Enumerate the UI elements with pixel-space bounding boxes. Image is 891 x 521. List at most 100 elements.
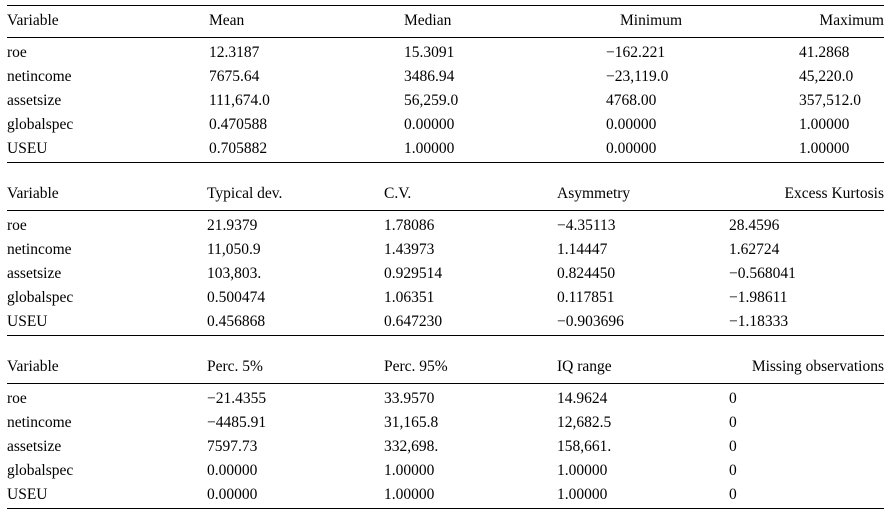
- table-row: netincome 11,050.9 1.43973 1.14447 1.627…: [7, 238, 884, 262]
- column-header: Mean: [209, 5, 404, 38]
- cell-value: 0.117851: [557, 289, 615, 306]
- row-label: USEU: [7, 310, 207, 336]
- cell-value: −1.98611: [729, 289, 788, 306]
- cell-value: 0: [729, 462, 737, 479]
- cell-value: 12.3187: [209, 44, 260, 61]
- cell-value: 7597.73: [207, 438, 258, 455]
- column-header: C.V.: [384, 179, 557, 211]
- cell-value: 111,674.0: [209, 92, 270, 109]
- row-label: assetsize: [7, 265, 62, 282]
- row-label: assetsize: [7, 92, 62, 109]
- cell-value: 12,682.5: [557, 414, 612, 431]
- table-row: roe 12.3187 15.3091 −162.221 41.2868: [7, 38, 884, 66]
- table-row: globalspec 0.500474 1.06351 0.117851 −1.…: [7, 286, 884, 310]
- header-row: Variable Perc. 5% Perc. 95% IQ range Mis…: [7, 352, 884, 384]
- cell-value: 1.00000: [557, 483, 729, 509]
- column-header: Minimum: [606, 5, 799, 38]
- column-header: Missing observations: [729, 352, 884, 384]
- header-row: Variable Mean Median Minimum Maximum: [7, 5, 884, 38]
- row-label: globalspec: [7, 116, 74, 133]
- row-label: globalspec: [7, 462, 74, 479]
- cell-value: 0.00000: [606, 116, 657, 133]
- table-row: roe −21.4355 33.9570 14.9624 0: [7, 384, 884, 412]
- cell-value: 0: [729, 438, 737, 455]
- summary-table-percentiles: Variable Perc. 5% Perc. 95% IQ range Mis…: [7, 352, 884, 509]
- header-row: Variable Typical dev. C.V. Asymmetry Exc…: [7, 179, 884, 211]
- cell-value: 0.500474: [207, 289, 266, 306]
- cell-value: 1.78086: [384, 217, 435, 234]
- cell-value: 3486.94: [404, 68, 455, 85]
- cell-value: 1.00000: [384, 462, 435, 479]
- cell-value: −21.4355: [207, 390, 267, 407]
- table-row: globalspec 0.470588 0.00000 0.00000 1.00…: [7, 113, 884, 137]
- summary-table-dispersion: Variable Typical dev. C.V. Asymmetry Exc…: [7, 179, 884, 336]
- cell-value: 1.00000: [799, 137, 884, 163]
- table-row: USEU 0.00000 1.00000 1.00000 0: [7, 483, 884, 509]
- column-header: Maximum: [799, 5, 884, 38]
- cell-value: 1.00000: [384, 483, 557, 509]
- column-header: Variable: [7, 179, 207, 211]
- cell-value: 357,512.0: [799, 92, 861, 109]
- table-row: assetsize 111,674.0 56,259.0 4768.00 357…: [7, 89, 884, 113]
- table-row: USEU 0.456868 0.647230 −0.903696 −1.1833…: [7, 310, 884, 336]
- table-row: USEU 0.705882 1.00000 0.00000 1.00000: [7, 137, 884, 163]
- cell-value: −23,119.0: [606, 68, 669, 85]
- column-header: Asymmetry: [557, 179, 729, 211]
- column-header: Median: [404, 5, 606, 38]
- cell-value: 45,220.0: [799, 68, 854, 85]
- cell-value: 0.470588: [209, 116, 268, 133]
- cell-value: 0.00000: [207, 462, 258, 479]
- cell-value: −0.568041: [729, 265, 796, 282]
- column-header: IQ range: [557, 352, 729, 384]
- table-row: netincome 7675.64 3486.94 −23,119.0 45,2…: [7, 65, 884, 89]
- cell-value: 0: [729, 414, 737, 431]
- cell-value: −0.903696: [557, 310, 729, 336]
- row-label: USEU: [7, 137, 209, 163]
- cell-value: 31,165.8: [384, 414, 439, 431]
- table-row: globalspec 0.00000 1.00000 1.00000 0: [7, 459, 884, 483]
- cell-value: 103,803.: [207, 265, 262, 282]
- cell-value: 0.00000: [606, 137, 799, 163]
- cell-value: 21.9379: [207, 217, 258, 234]
- column-header: Perc. 5%: [207, 352, 384, 384]
- cell-value: 7675.64: [209, 68, 260, 85]
- row-label: globalspec: [7, 289, 74, 306]
- cell-value: −162.221: [606, 44, 666, 61]
- cell-value: 1.00000: [557, 462, 608, 479]
- cell-value: 0.824450: [557, 265, 616, 282]
- row-label: netincome: [7, 241, 72, 258]
- row-label: roe: [7, 390, 27, 407]
- row-label: netincome: [7, 68, 72, 85]
- cell-value: 15.3091: [404, 44, 455, 61]
- cell-value: −1.18333: [729, 310, 884, 336]
- summary-table-central-tendency: Variable Mean Median Minimum Maximum roe…: [7, 5, 884, 163]
- column-header: Typical dev.: [207, 179, 384, 211]
- column-header: Perc. 95%: [384, 352, 557, 384]
- cell-value: 1.62724: [729, 241, 780, 258]
- row-label: roe: [7, 217, 27, 234]
- cell-value: 0: [729, 483, 884, 509]
- cell-value: 0.00000: [404, 116, 455, 133]
- cell-value: 1.00000: [799, 116, 850, 133]
- cell-value: 0.00000: [207, 483, 384, 509]
- cell-value: 33.9570: [384, 390, 435, 407]
- cell-value: 332,698.: [384, 438, 439, 455]
- row-label: netincome: [7, 414, 72, 431]
- cell-value: 1.14447: [557, 241, 608, 258]
- cell-value: 14.9624: [557, 390, 608, 407]
- cell-value: 56,259.0: [404, 92, 459, 109]
- cell-value: 0: [729, 390, 737, 407]
- cell-value: 1.00000: [404, 137, 606, 163]
- cell-value: 4768.00: [606, 92, 657, 109]
- table-row: assetsize 7597.73 332,698. 158,661. 0: [7, 435, 884, 459]
- column-header: Excess Kurtosis: [729, 179, 884, 211]
- row-label: roe: [7, 44, 27, 61]
- cell-value: 1.06351: [384, 289, 435, 306]
- row-label: USEU: [7, 483, 207, 509]
- cell-value: 0.647230: [384, 310, 557, 336]
- table-row: netincome −4485.91 31,165.8 12,682.5 0: [7, 411, 884, 435]
- table-row: roe 21.9379 1.78086 −4.35113 28.4596: [7, 211, 884, 239]
- cell-value: 1.43973: [384, 241, 435, 258]
- cell-value: 0.705882: [209, 137, 404, 163]
